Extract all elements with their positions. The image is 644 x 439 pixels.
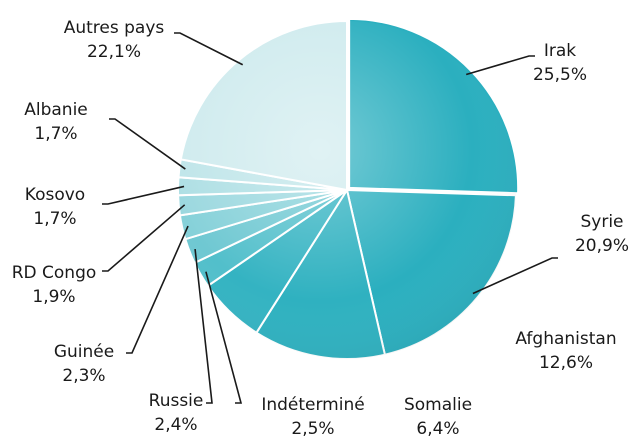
slice-label: RD Congo	[12, 263, 97, 283]
pie-slice-irak	[348, 17, 520, 195]
leader-line	[194, 248, 213, 404]
leader-line	[465, 55, 535, 76]
leader-line	[102, 185, 185, 205]
slice-value-label: 22,1%	[87, 42, 141, 62]
slice-label: Guinée	[54, 342, 114, 362]
slice-value-label: 6,4%	[416, 419, 459, 439]
leader-line	[102, 204, 186, 272]
slice-label: Indéterminé	[261, 395, 364, 415]
leader-line	[205, 271, 243, 404]
slice-value-label: 12,6%	[539, 353, 593, 373]
leader-lines	[102, 32, 558, 404]
leader-line	[126, 225, 189, 354]
slice-label: Somalie	[404, 395, 472, 415]
leader-line	[174, 32, 244, 66]
slice-value-label: 2,5%	[291, 419, 334, 439]
slice-labels: Irak 25,5% Syrie 20,9% Afghanistan 12,6% Somal…	[12, 18, 629, 439]
leader-line	[472, 257, 558, 295]
slice-label: Russie	[149, 391, 204, 411]
slice-label: Afghanistan	[515, 329, 616, 349]
leader-line	[109, 118, 186, 170]
slice-value-label: 1,7%	[34, 124, 77, 144]
slice-value-label: 20,9%	[575, 236, 629, 256]
slice-value-label: 1,9%	[32, 287, 75, 307]
slice-label: Irak	[544, 41, 576, 61]
slice-value-label: 2,3%	[62, 366, 105, 386]
slice-value-label: 2,4%	[154, 415, 197, 435]
slice-value-label: 25,5%	[533, 65, 587, 85]
slice-label: Autres pays	[64, 18, 165, 38]
slice-label: Syrie	[580, 212, 623, 232]
slice-value-label: 1,7%	[33, 209, 76, 229]
slice-label: Kosovo	[25, 185, 85, 205]
slice-label: Albanie	[24, 100, 88, 120]
pie-slices	[177, 17, 520, 360]
